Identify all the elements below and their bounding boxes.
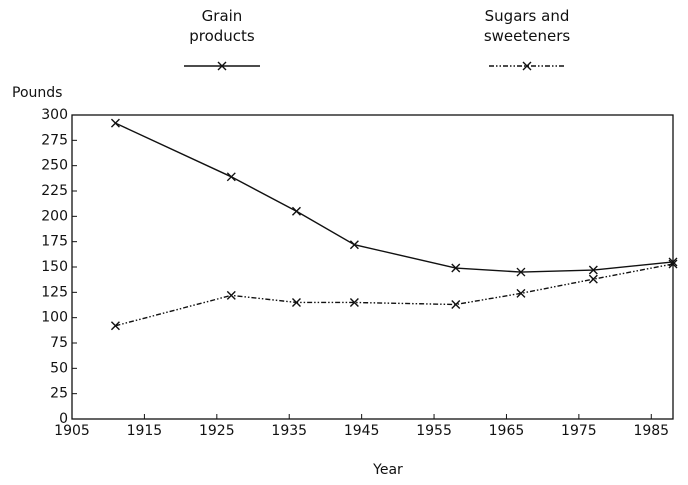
plot-frame	[71, 114, 674, 420]
point	[349, 297, 359, 307]
series-line	[115, 263, 674, 327]
point	[110, 118, 120, 128]
x-tick-label: 1945	[344, 423, 380, 439]
point	[516, 288, 526, 298]
x-tick-label: 1975	[561, 423, 597, 439]
y-tick-label: 225	[41, 183, 68, 199]
x-tick-label: 1925	[199, 423, 235, 439]
point	[291, 206, 301, 216]
legend-label: Grain products	[189, 7, 255, 45]
y-tick-label: 250	[41, 158, 68, 174]
y-tick-label: 0	[59, 411, 68, 427]
x-tick-label: 1935	[271, 423, 307, 439]
point	[291, 297, 301, 307]
x-tick-label: 1985	[633, 423, 669, 439]
x-tick-label: 1965	[489, 423, 525, 439]
y-tick-label: 175	[41, 234, 68, 250]
point	[588, 274, 598, 284]
y-tick-label: 75	[50, 335, 68, 351]
point	[588, 265, 598, 275]
point	[451, 263, 461, 273]
point	[226, 172, 236, 182]
x-axis-label: Year	[372, 462, 403, 478]
point	[110, 321, 120, 331]
x-tick-label: 1905	[54, 423, 90, 439]
y-tick-label: 275	[41, 132, 68, 148]
point	[516, 267, 526, 277]
legend-marker	[217, 61, 227, 71]
y-tick-label: 200	[41, 208, 68, 224]
series-line	[115, 122, 674, 273]
x-tick-label: 1955	[416, 423, 452, 439]
y-tick-label: 125	[41, 284, 68, 300]
point	[226, 290, 236, 300]
legend-marker	[522, 61, 532, 71]
x-tick-label: 1915	[127, 423, 163, 439]
y-axis-label: Pounds	[12, 85, 62, 101]
y-tick-label: 50	[50, 360, 68, 376]
point	[451, 299, 461, 309]
y-tick-label: 150	[41, 259, 68, 275]
point	[349, 240, 359, 250]
y-tick-label: 100	[41, 310, 68, 326]
point	[668, 259, 678, 269]
y-tick-label: 25	[50, 386, 68, 402]
legend-label: Sugars and sweeteners	[483, 7, 571, 45]
y-tick-label: 300	[41, 107, 68, 123]
